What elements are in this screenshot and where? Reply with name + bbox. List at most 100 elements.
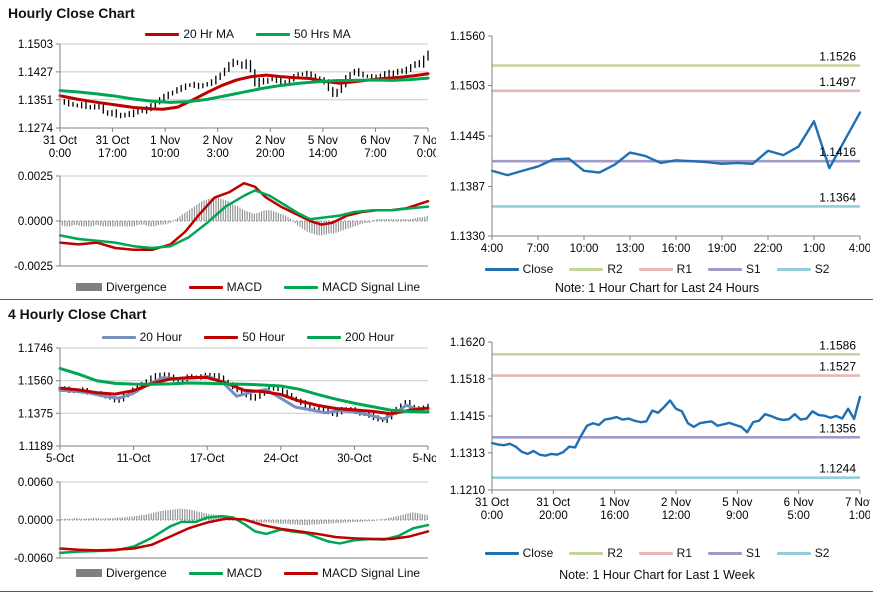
fourh-macd-plot: -0.0060 0.0000 0.0060	[14, 477, 430, 565]
legend-item-close: Close	[484, 546, 554, 560]
pivot-value-label: 1.1586	[819, 338, 856, 352]
legend-swatch-r1	[638, 551, 673, 555]
series-50-hrs-ma	[58, 76, 430, 104]
legend-swatch-r1	[638, 267, 673, 271]
series-divergence	[59, 197, 428, 236]
x-tick-label: 11-Oct	[117, 453, 151, 465]
legend-swatch-s1	[708, 267, 742, 271]
y-tick-label: 1.1560	[450, 31, 485, 43]
fourh-price-plot: 1.1189 1.1375 1.1560 1.1746 5-Oct 11-Oct 17-Oc…	[18, 343, 436, 465]
hourly-macd-legend: Divergence MACD MACD Signal Line	[60, 280, 436, 294]
y-tick-label: 1.1560	[18, 376, 53, 388]
legend-item-macd-signal-line: MACD Signal Line	[284, 280, 420, 294]
x-tick-label: 1 Nov	[150, 135, 180, 147]
legend-swatch-close	[484, 267, 519, 271]
legend-swatch-50-hrs-ma	[256, 32, 290, 36]
x-tick-label: 3:00	[207, 148, 229, 160]
y-tick-label: 1.1330	[450, 231, 485, 243]
legend-swatch-s2	[776, 551, 811, 555]
legend-item-r2: R2	[569, 546, 623, 560]
legend-swatch-macd	[188, 285, 223, 289]
x-tick-label: 17-Oct	[190, 453, 225, 465]
legend-label: Divergence	[105, 280, 167, 294]
x-tick-label: 31 Oct	[536, 497, 571, 509]
sr-24h-plot: 1.1330 1.1387 1.1445 1.1503 1.1560 4:00 7:00 10…	[450, 31, 870, 255]
series-close	[490, 111, 862, 177]
series-close	[63, 50, 429, 119]
hourly-macd-chart: -0.0025 0.0000 0.0025	[14, 171, 430, 273]
x-tick-label: 5 Nov	[308, 135, 338, 147]
legend-label: MACD Signal Line	[322, 280, 421, 294]
legend-swatch-20-hour	[101, 335, 136, 339]
x-tick-label: 24-Oct	[264, 453, 299, 465]
x-tick-label: 14:00	[308, 148, 337, 160]
x-tick-label: 5 Nov	[722, 497, 752, 509]
legend-label: MACD Signal Line	[322, 566, 421, 580]
x-tick-label: 16:00	[662, 243, 691, 255]
four-hourly-macd-legend: Divergence MACD MACD Signal Line	[60, 566, 436, 580]
hourly-price-legend: 20 Hr MA 50 Hrs MA	[60, 27, 436, 41]
legend-label: S2	[814, 262, 830, 276]
pivot-value-label: 1.1244	[819, 462, 856, 476]
x-tick-label: 0:00	[417, 148, 436, 160]
section-divider	[0, 299, 873, 300]
legend-item-r1: R1	[638, 546, 692, 560]
x-tick-label: 7:00	[364, 148, 386, 160]
legend-swatch-s2	[776, 267, 811, 271]
page-bottom-divider	[0, 591, 873, 592]
pivot-value-label: 1.1416	[819, 145, 856, 159]
legend-label: R2	[607, 262, 623, 276]
legend-swatch-r2	[569, 267, 604, 271]
x-tick-label: 17:00	[98, 148, 127, 160]
legend-item-r2: R2	[569, 262, 623, 276]
x-tick-label: 2 Nov	[203, 135, 233, 147]
y-tick-label: -0.0060	[14, 553, 53, 565]
legend-swatch-s1	[708, 551, 742, 555]
x-tick-label: 0:00	[49, 148, 71, 160]
pivot-value-label: 1.1526	[819, 50, 856, 64]
pivot-week-legend: Close R2 R1 S1 S2	[445, 546, 869, 560]
legend-label: R2	[607, 546, 623, 560]
legend-label: Close	[522, 546, 554, 560]
legend-item-macd: MACD	[188, 280, 262, 294]
legend-swatch-r2	[569, 551, 604, 555]
legend-swatch-macd-signal-line	[284, 285, 318, 289]
x-tick-label: 7 Nov	[413, 135, 436, 147]
legend-item-macd: MACD	[188, 566, 262, 580]
legend-item-20-hour: 20 Hour	[101, 330, 182, 344]
four-hourly-price-legend: 20 Hour 50 Hour 200 Hour	[60, 330, 436, 344]
legend-label: 50 Hour	[242, 330, 286, 344]
x-tick-label: 4:00	[481, 243, 503, 255]
y-tick-label: 0.0060	[18, 477, 53, 489]
legend-label: 200 Hour	[345, 330, 395, 344]
legend-item-s2: S2	[776, 546, 829, 560]
pivot-value-label: 1.1527	[819, 360, 856, 374]
x-tick-label: 1:00	[849, 510, 870, 522]
four-hourly-macd-chart: -0.0060 0.0000 0.0060	[14, 477, 430, 565]
x-tick-label: 9:00	[726, 510, 748, 522]
x-tick-label: 20:00	[539, 510, 568, 522]
x-tick-label: 2 Nov	[255, 135, 285, 147]
y-tick-label: 1.1503	[450, 81, 485, 93]
legend-label: 50 Hrs MA	[294, 27, 351, 41]
legend-item-s1: S1	[708, 262, 761, 276]
x-tick-label: 6 Nov	[360, 135, 390, 147]
legend-swatch-20-hr-ma	[145, 32, 180, 36]
legend-item-20-hr-ma: 20 Hr MA	[145, 27, 234, 41]
y-tick-label: 1.1415	[450, 411, 485, 423]
series-macd-signal-line	[58, 517, 430, 552]
series-200-hour	[58, 366, 430, 414]
legend-label: R1	[676, 546, 692, 560]
legend-label: MACD	[226, 280, 262, 294]
legend-label: Divergence	[105, 566, 167, 580]
hourly-section-title: Hourly Close Chart	[8, 5, 135, 21]
series-macd	[58, 514, 430, 555]
y-tick-label: -0.0025	[14, 261, 53, 273]
legend-item-50-hrs-ma: 50 Hrs MA	[256, 27, 351, 41]
legend-label: MACD	[226, 566, 262, 580]
y-tick-label: 0.0000	[18, 515, 53, 527]
y-tick-label: 1.1387	[450, 181, 485, 193]
